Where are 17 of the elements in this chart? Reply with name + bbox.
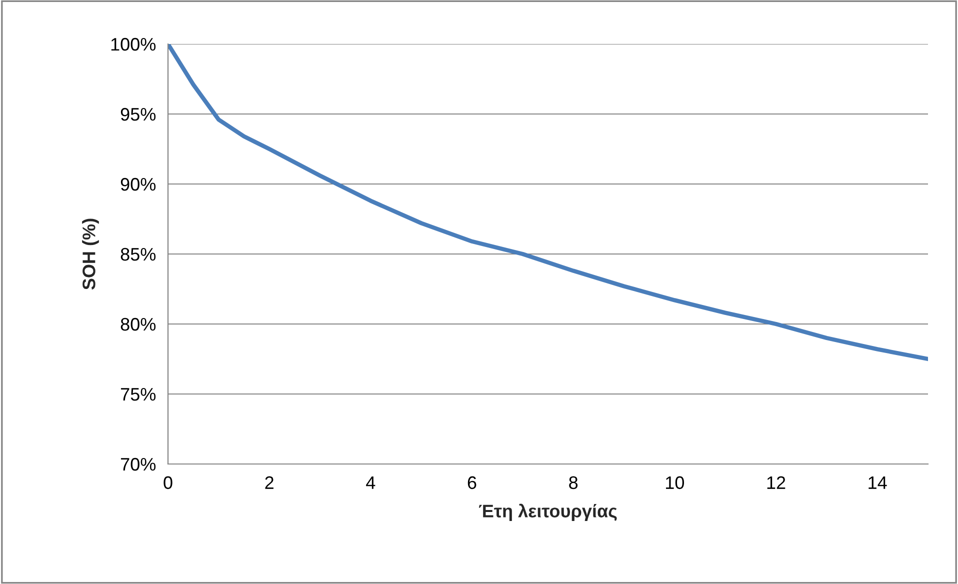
y-tick-label: 100% xyxy=(111,38,156,51)
y-tick-label: 85% xyxy=(120,248,156,261)
x-tick-label: 2 xyxy=(265,476,274,489)
x-tick-label: 4 xyxy=(366,476,376,489)
x-tick-label: 0 xyxy=(164,476,172,490)
x-axis-title: Έτη λειτουργίας xyxy=(478,504,617,522)
y-tick-label: 80% xyxy=(120,318,156,331)
y-tick-label: 75% xyxy=(120,388,156,401)
y-tick-label: 70% xyxy=(120,458,156,471)
x-tick-label: 14 xyxy=(868,476,887,489)
y-tick-label: 95% xyxy=(120,108,156,121)
x-tick-label: 12 xyxy=(767,476,786,489)
x-tick-label: 10 xyxy=(666,476,684,490)
x-tick-label: 8 xyxy=(569,476,578,490)
x-tick-label: 6 xyxy=(468,476,476,490)
y-tick-label: 90% xyxy=(120,178,156,191)
y-axis-title: SOH (%) xyxy=(82,218,99,290)
